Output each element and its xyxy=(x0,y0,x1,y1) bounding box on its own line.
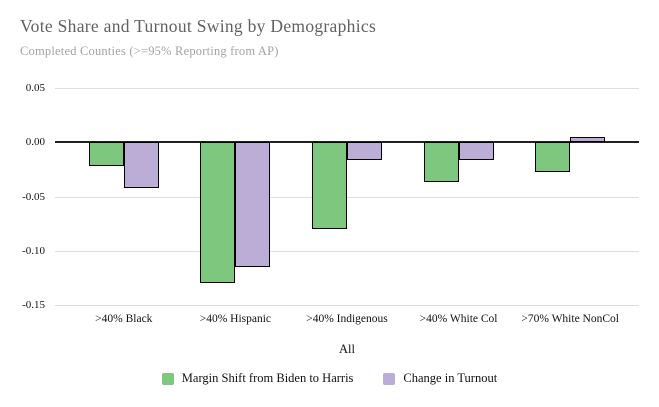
x-axis-category-labels: >40% Black >40% Hispanic >40% Indigenous >4… xyxy=(68,313,626,325)
legend-label: Margin Shift from Biden to Harris xyxy=(181,371,354,385)
bar-margin-shift-from-biden-to-harris-40-hispanic[interactable] xyxy=(200,142,236,284)
legend: Margin Shift from Biden to Harris Change … xyxy=(0,371,659,386)
category-label-40-indigenous: >40% Indigenous xyxy=(306,313,388,325)
y-tick-label: -0.05 xyxy=(22,190,45,203)
gridline xyxy=(55,196,639,198)
bar-change-in-turnout-40-white-col[interactable] xyxy=(458,142,494,160)
bar-change-in-turnout-40-hispanic[interactable] xyxy=(235,142,271,268)
category-label-40-black: >40% Black xyxy=(95,313,153,325)
plot-area xyxy=(55,88,639,306)
legend-swatch-icon xyxy=(161,372,174,385)
category-label-40-hispanic: >40% Hispanic xyxy=(199,313,272,325)
bar-margin-shift-from-biden-to-harris-70-white-noncol[interactable] xyxy=(535,142,571,172)
y-tick-label: -0.10 xyxy=(22,244,45,257)
chart-title: Vote Share and Turnout Swing by Demograp… xyxy=(20,16,377,36)
gridline xyxy=(55,250,639,252)
category-label-40-white-col: >40% White Col xyxy=(419,313,498,325)
bar-margin-shift-from-biden-to-harris-40-white-col[interactable] xyxy=(423,142,459,183)
legend-item-margin-shift-from-biden-to-harris[interactable]: Margin Shift from Biden to Harris xyxy=(161,371,354,386)
bar-margin-shift-from-biden-to-harris-40-indigenous[interactable] xyxy=(312,142,347,230)
y-tick-label: 0.00 xyxy=(25,136,45,149)
gridline xyxy=(55,88,639,89)
bar-margin-shift-from-biden-to-harris-40-black[interactable] xyxy=(88,142,124,167)
legend-label: Change in Turnout xyxy=(403,371,498,385)
y-tick-label: 0.05 xyxy=(25,82,45,94)
legend-item-change-in-turnout[interactable]: Change in Turnout xyxy=(383,371,497,386)
bar-change-in-turnout-40-black[interactable] xyxy=(123,142,159,188)
y-tick-label: -0.15 xyxy=(22,299,45,311)
bar-change-in-turnout-40-indigenous[interactable] xyxy=(347,142,382,160)
chart-subtitle: Completed Counties (>=95% Reporting from… xyxy=(20,44,279,58)
category-label-70-white-noncol: >70% White NonCol xyxy=(521,313,619,325)
gridline xyxy=(55,305,639,306)
x-axis-title: All xyxy=(339,342,355,356)
legend-swatch-icon xyxy=(383,372,396,385)
bar-change-in-turnout-70-white-noncol[interactable] xyxy=(570,136,606,143)
